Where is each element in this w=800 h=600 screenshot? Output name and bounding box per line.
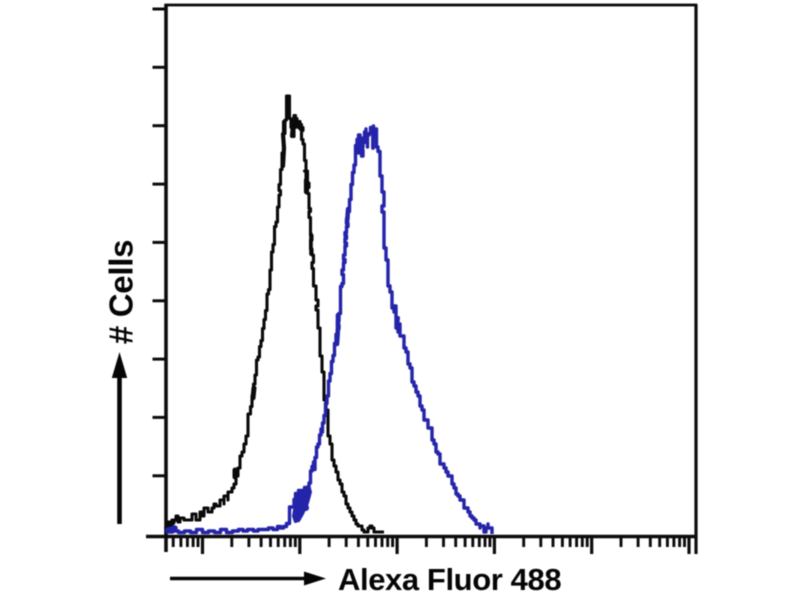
svg-text:# Cells: # Cells (103, 240, 140, 344)
svg-text:Alexa Fluor 488: Alexa Fluor 488 (338, 562, 561, 597)
